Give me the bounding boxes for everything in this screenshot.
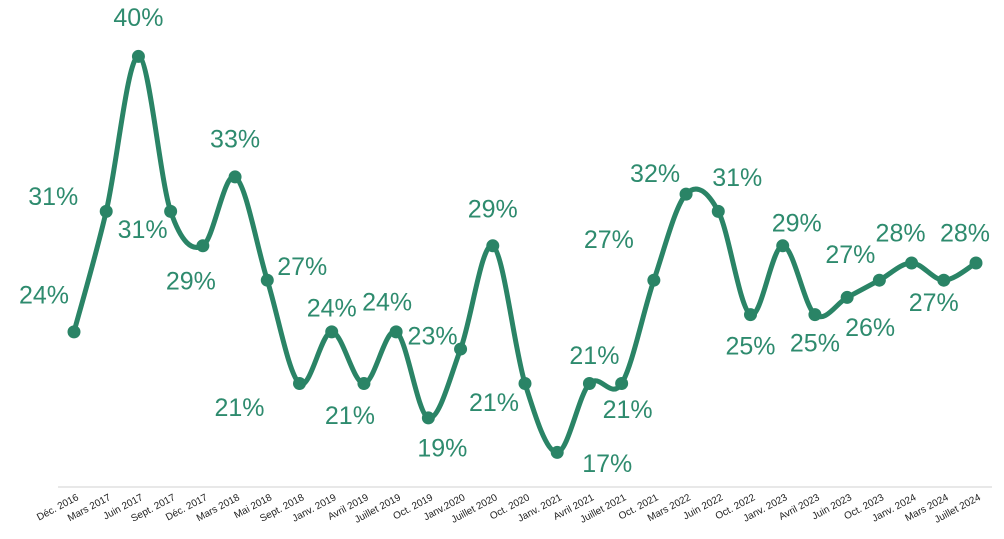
point (776, 239, 790, 253)
data-label: 27% (584, 226, 634, 254)
point (389, 325, 403, 339)
point (840, 290, 854, 304)
data-label: 28% (940, 220, 990, 248)
data-label: 25% (790, 329, 840, 357)
point (969, 256, 983, 270)
data-label: 24% (362, 288, 412, 316)
point (228, 170, 242, 184)
data-label: 24% (307, 294, 357, 322)
data-label: 19% (417, 435, 467, 463)
data-label: 21% (603, 396, 653, 424)
data-label: 21% (214, 394, 264, 422)
data-label: 31% (118, 216, 168, 244)
data-label: 24% (19, 281, 69, 309)
point (615, 377, 629, 390)
data-label: 29% (468, 195, 518, 223)
point (937, 273, 951, 287)
data-label: 27% (277, 253, 327, 281)
point (550, 445, 564, 459)
point (711, 204, 725, 218)
data-label: 29% (166, 267, 216, 295)
data-label: 40% (113, 4, 163, 32)
data-label: 21% (325, 402, 375, 430)
data-label: 33% (210, 126, 260, 154)
point (518, 377, 532, 390)
point (164, 204, 178, 218)
point (647, 273, 661, 287)
point (905, 256, 919, 270)
point (131, 49, 145, 63)
point (454, 342, 468, 356)
point (486, 239, 500, 253)
data-label: 21% (469, 389, 519, 417)
point (421, 411, 435, 425)
data-label: 17% (582, 450, 632, 478)
data-label: 29% (772, 209, 822, 237)
data-label: 32% (630, 160, 680, 188)
point (67, 325, 81, 339)
point (99, 204, 113, 218)
point (357, 377, 371, 390)
point (196, 239, 210, 253)
data-label: 27% (909, 289, 959, 317)
data-label: 31% (28, 183, 78, 211)
point (293, 377, 306, 390)
data-label: 28% (876, 220, 926, 248)
data-label: 25% (725, 332, 775, 360)
point (582, 377, 596, 390)
point (744, 308, 757, 322)
data-label: 23% (408, 323, 458, 351)
data-label: 26% (845, 314, 895, 342)
point (679, 187, 693, 201)
point (325, 325, 339, 339)
data-label: 21% (569, 342, 619, 370)
data-label: 27% (825, 241, 875, 269)
point (260, 273, 274, 287)
point (872, 273, 886, 287)
data-label: 31% (712, 164, 762, 192)
line (71, 53, 978, 455)
point (808, 308, 822, 322)
